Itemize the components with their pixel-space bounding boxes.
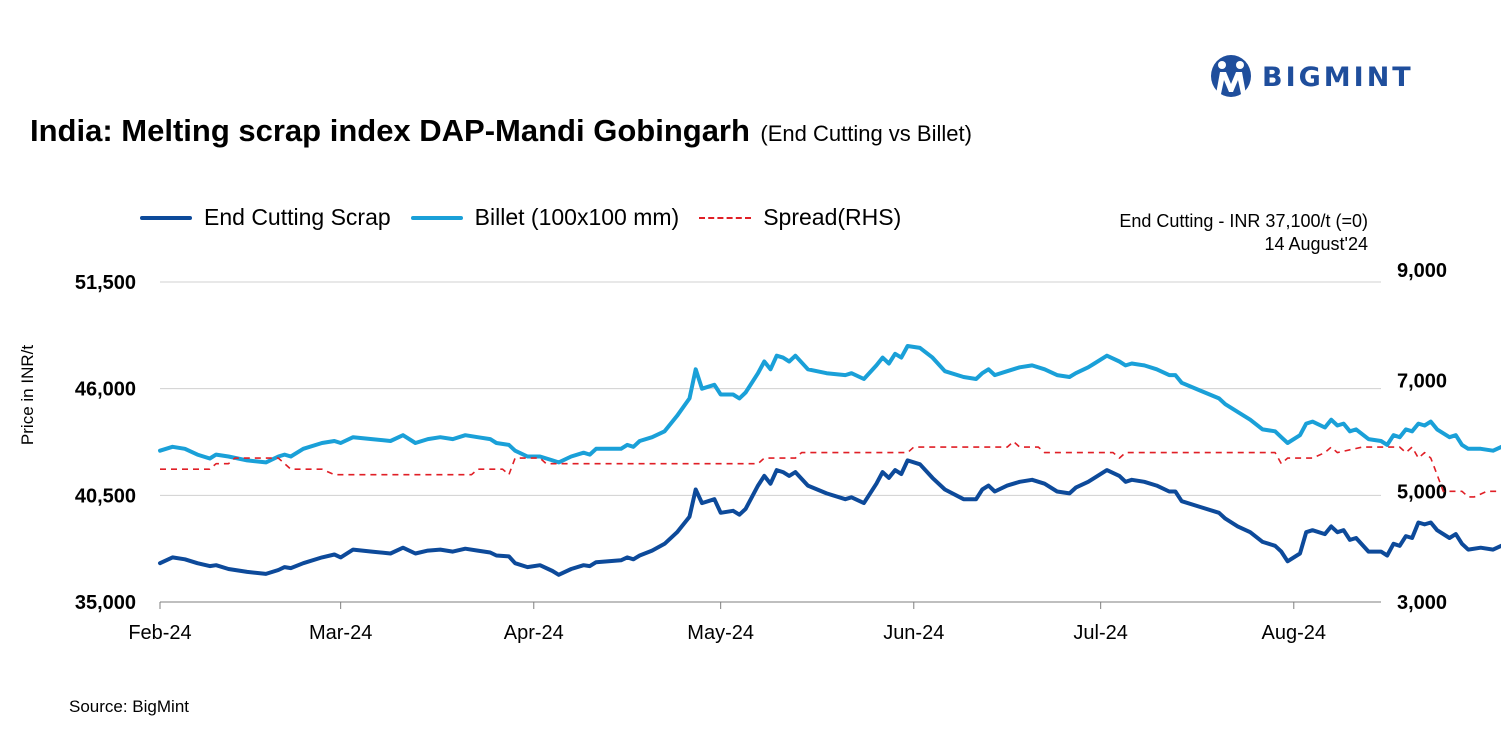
- y2-tick-label: 3,000: [1397, 592, 1447, 614]
- x-tick-label: May-24: [687, 622, 754, 644]
- brand-name: BIGMINT: [1262, 61, 1414, 93]
- chart-title-main: India: Melting scrap index DAP-Mandi Gob…: [30, 113, 750, 148]
- x-tick-label: Mar-24: [309, 622, 372, 644]
- bigmint-logo-icon: [1211, 55, 1251, 97]
- y-tick-label: 51,500: [75, 272, 136, 294]
- note-line-2: 14 August'24: [1264, 234, 1368, 254]
- x-tick-label: Jul-24: [1073, 622, 1127, 644]
- legend-item-end-cutting: End Cutting Scrap: [140, 204, 391, 231]
- y-tick-label: 40,500: [75, 485, 136, 507]
- series-line-end-cutting: [158, 458, 1501, 577]
- y2-tick-label: 7,000: [1397, 371, 1447, 393]
- chart-title: India: Melting scrap index DAP-Mandi Gob…: [30, 113, 972, 149]
- legend-label-end-cutting: End Cutting Scrap: [204, 204, 391, 230]
- y2-tick-label: 9,000: [1397, 260, 1447, 282]
- legend-swatch-spread: [699, 216, 752, 219]
- legend-label-spread: Spread(RHS): [763, 204, 902, 230]
- legend-label-billet: Billet (100x100 mm): [474, 204, 680, 230]
- y-tick-label: 35,000: [75, 592, 136, 614]
- x-tick-label: Aug-24: [1262, 622, 1327, 644]
- chart-legend: End Cutting Scrap Billet (100x100 mm) Sp…: [140, 204, 921, 231]
- legend-swatch-end-cutting: [140, 215, 192, 220]
- legend-item-billet: Billet (100x100 mm): [410, 204, 680, 231]
- chart-subtitle: (End Cutting vs Billet): [760, 121, 972, 146]
- y2-tick-label: 5,000: [1397, 481, 1447, 503]
- y-tick-label: 46,000: [75, 379, 136, 401]
- x-tick-label: Feb-24: [128, 622, 191, 644]
- legend-item-spread: Spread(RHS): [699, 204, 901, 231]
- chart-note: End Cutting - INR 37,100/t (=0) 14 Augus…: [1119, 210, 1368, 256]
- series-line-billet: [158, 344, 1501, 465]
- series-line-spread: [160, 440, 1501, 498]
- legend-swatch-billet: [410, 215, 463, 220]
- note-line-1: End Cutting - INR 37,100/t (=0): [1119, 211, 1368, 231]
- brand-logo: BIGMINT: [1208, 52, 1414, 102]
- source-note: Source: BigMint: [69, 697, 189, 716]
- x-tick-label: Apr-24: [504, 622, 564, 644]
- y-axis-label: Price in INR/t: [18, 345, 37, 445]
- x-tick-label: Jun-24: [883, 622, 944, 644]
